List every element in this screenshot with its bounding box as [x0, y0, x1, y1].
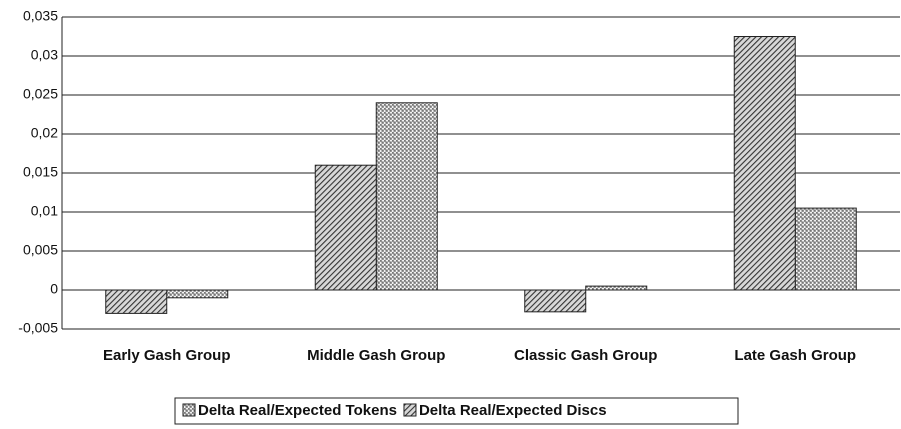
legend-label: Delta Real/Expected Discs [419, 402, 607, 419]
x-tick-label: Late Gash Group [734, 347, 856, 364]
bar [105, 289, 168, 314]
legend-swatch [182, 403, 196, 417]
y-tick-label: -0,005 [18, 320, 58, 336]
y-tick-label: 0,01 [31, 203, 58, 219]
bar [794, 207, 857, 291]
legend-box [174, 397, 739, 425]
legend-label: Delta Real/Expected Tokens [198, 402, 397, 419]
bar [585, 285, 648, 291]
bar [733, 36, 796, 291]
y-tick-label: 0,03 [31, 47, 58, 63]
x-tick-label: Middle Gash Group [307, 347, 445, 364]
y-tick-label: 0,015 [23, 164, 58, 180]
y-tick-label: 0,005 [23, 242, 58, 258]
y-tick-label: 0,035 [23, 8, 58, 24]
y-tick-label: 0 [50, 281, 58, 297]
legend-swatch [403, 403, 417, 417]
y-tick-label: 0,02 [31, 125, 58, 141]
y-tick-label: 0,025 [23, 86, 58, 102]
bar [375, 102, 438, 291]
x-tick-label: Early Gash Group [103, 347, 231, 364]
bar [524, 289, 587, 313]
bar [166, 289, 229, 299]
bar [314, 164, 377, 291]
x-tick-label: Classic Gash Group [514, 347, 657, 364]
